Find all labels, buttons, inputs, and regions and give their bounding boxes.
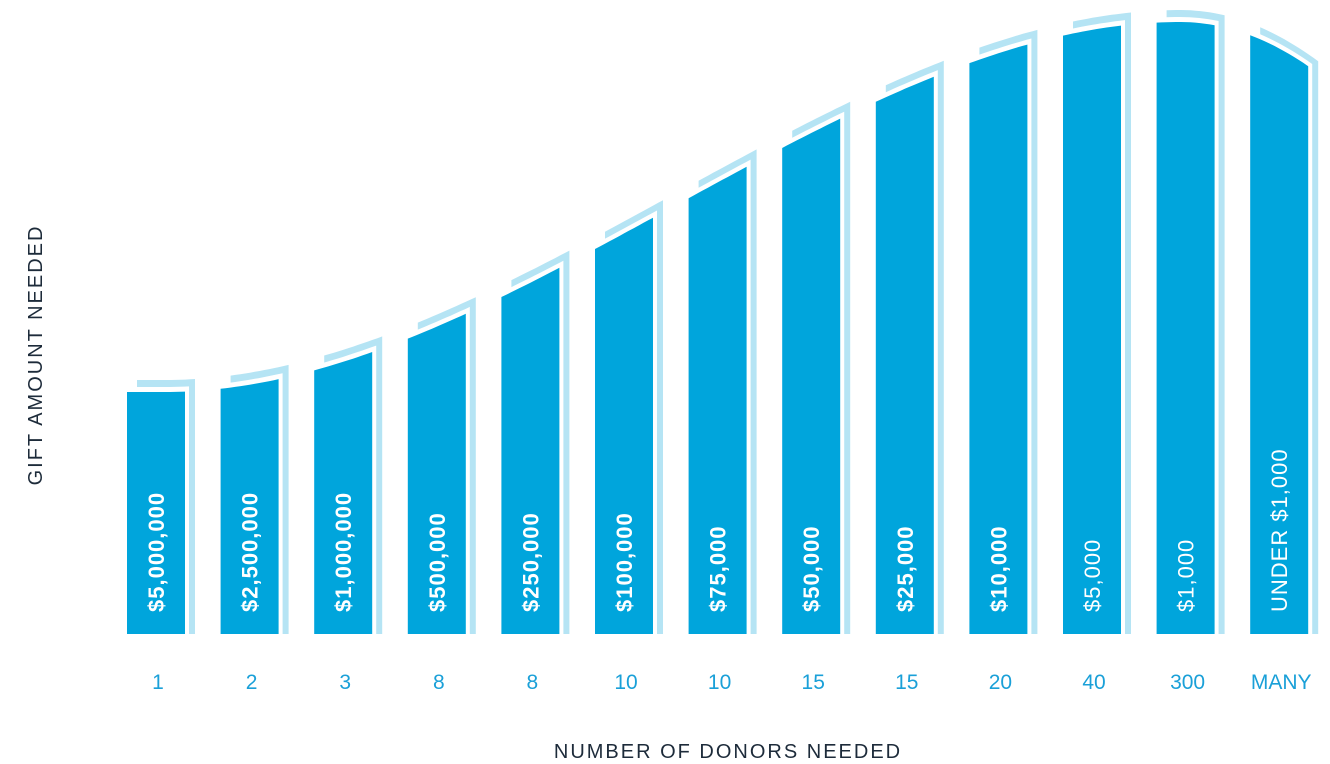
- bar-value-label: $100,000: [612, 512, 637, 612]
- donor-count-label: 2: [246, 671, 258, 694]
- donor-count-label: 300: [1170, 671, 1205, 694]
- donor-count-label: 10: [708, 671, 731, 694]
- y-axis-title: GIFT AMOUNT NEEDED: [25, 225, 47, 486]
- bar: [782, 118, 841, 635]
- bar: [875, 76, 934, 634]
- bar-value-label: UNDER $1,000: [1267, 448, 1292, 612]
- bar-value-label: $10,000: [986, 525, 1011, 612]
- bar: [688, 166, 747, 635]
- donor-count-label: 15: [895, 671, 918, 694]
- bar-value-label: $75,000: [706, 525, 731, 612]
- donor-count-label: 8: [433, 671, 445, 694]
- bar-value-label: $50,000: [799, 525, 824, 612]
- donor-count-label: 10: [614, 671, 637, 694]
- bar-value-label: $5,000: [1080, 539, 1105, 612]
- bar: [501, 267, 560, 634]
- x-axis-title: NUMBER OF DONORS NEEDED: [554, 741, 902, 763]
- bar-value-label: $25,000: [893, 525, 918, 612]
- bar: [1250, 35, 1309, 634]
- bar-value-label: $250,000: [518, 512, 543, 612]
- bar: [314, 352, 373, 634]
- donor-count-label: 8: [527, 671, 539, 694]
- bar-value-label: $500,000: [425, 512, 450, 612]
- donor-count-label: 40: [1082, 671, 1105, 694]
- bar-value-label: $1,000: [1174, 539, 1199, 612]
- donor-count-label: 15: [802, 671, 825, 694]
- bar: [1156, 22, 1215, 634]
- bar: [407, 313, 466, 634]
- bar: [969, 44, 1028, 635]
- bars-group: $5,000,000 $2,500,000 $1,000,000 $500,000 $2…: [127, 10, 1319, 635]
- bar-value-label: $1,000,000: [331, 492, 356, 612]
- donor-count-label: MANY: [1251, 671, 1312, 694]
- donor-count-label: 1: [152, 671, 164, 694]
- bar: [595, 217, 653, 634]
- donor-count-label: 20: [989, 671, 1012, 694]
- donor-count-label: 3: [339, 671, 351, 694]
- bar: [127, 391, 185, 634]
- bar: [220, 379, 279, 634]
- bar-value-label: $5,000,000: [144, 492, 169, 612]
- bar: [1063, 25, 1121, 635]
- donor-count-labels: 1 2 3 8 8 10 10 15 15 20 40 300 MANY: [152, 671, 1311, 694]
- bar-value-label: $2,500,000: [238, 492, 263, 612]
